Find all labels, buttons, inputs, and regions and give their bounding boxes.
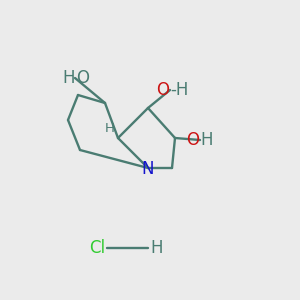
Text: H: H <box>105 122 115 134</box>
Text: Cl: Cl <box>89 239 105 257</box>
Text: O: O <box>156 81 169 99</box>
Text: H: H <box>200 131 212 149</box>
Text: H: H <box>62 69 75 87</box>
Text: N: N <box>142 160 154 178</box>
Text: O: O <box>76 69 89 87</box>
Text: H: H <box>150 239 163 257</box>
Text: -H: -H <box>170 81 188 99</box>
Text: O: O <box>186 131 199 149</box>
